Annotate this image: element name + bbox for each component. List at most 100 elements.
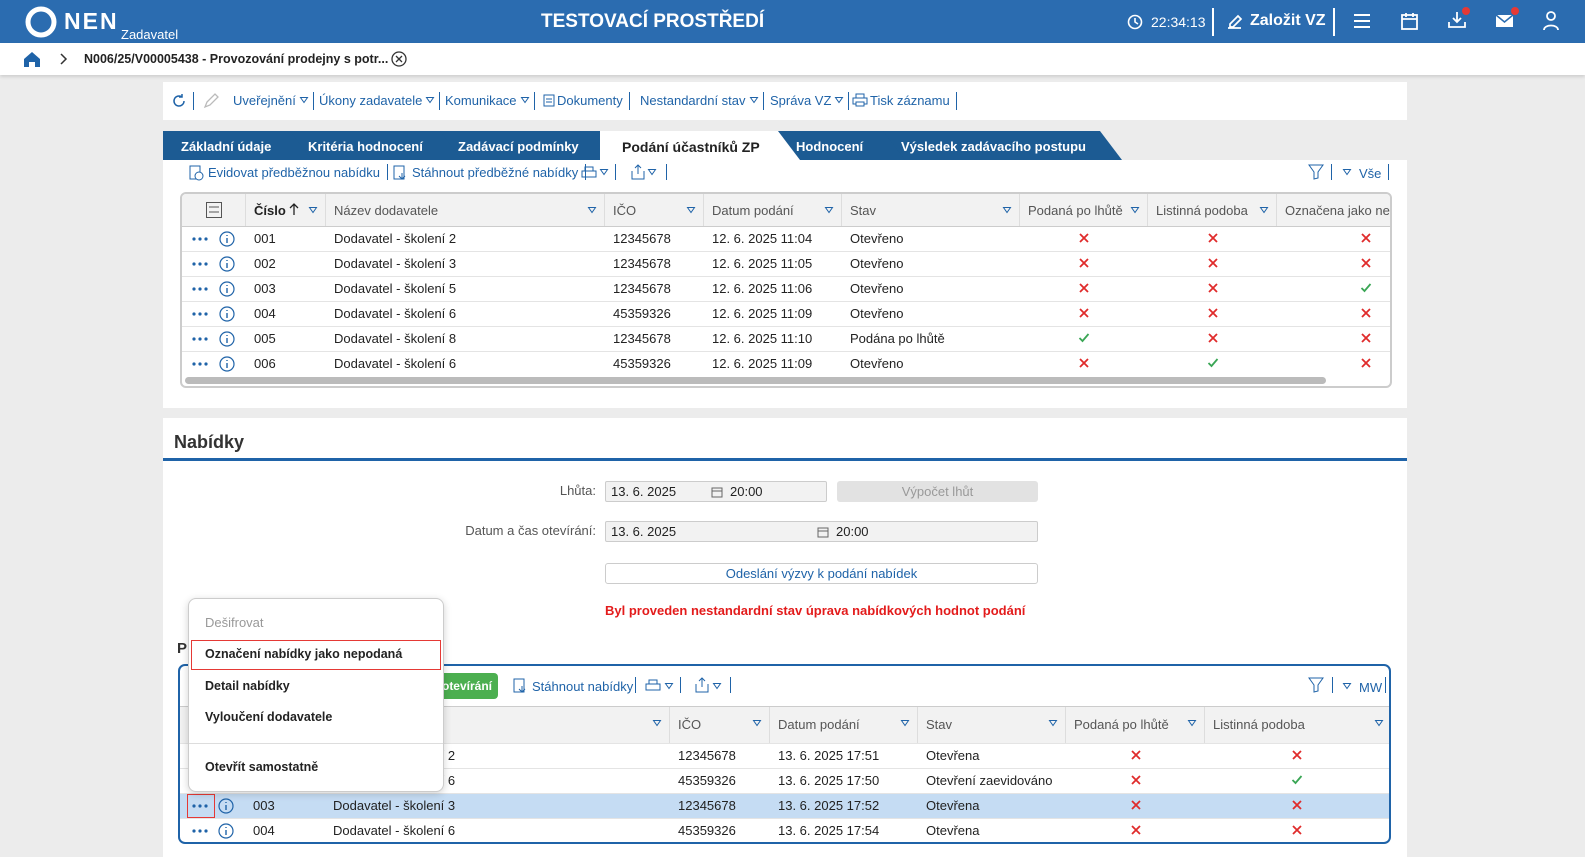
send-button[interactable]: Odeslání výzvy k podání nabídek [605, 563, 1038, 584]
edit-icon[interactable] [1226, 12, 1244, 30]
calc-button[interactable]: Výpočet lhůt [837, 481, 1038, 502]
row-menu-icon[interactable] [192, 804, 210, 808]
toolbar-item[interactable]: Správa VZ [770, 93, 832, 108]
info-icon[interactable] [219, 231, 235, 247]
dropdown-icon[interactable] [652, 720, 662, 727]
column-header[interactable]: Datum podání [778, 717, 860, 732]
info-icon[interactable] [218, 823, 234, 839]
toolbar-item[interactable]: Komunikace [445, 93, 517, 108]
toolbar-item[interactable]: Úkony zadavatele [319, 93, 423, 108]
column-header[interactable]: Číslo [254, 203, 286, 218]
export-icon[interactable] [630, 164, 646, 180]
close-icon[interactable] [391, 51, 408, 68]
dropdown-icon[interactable] [749, 97, 759, 104]
dropdown-icon[interactable] [1374, 720, 1384, 727]
column-header[interactable]: Podaná po lhůtě [1074, 717, 1169, 732]
dropdown-icon[interactable] [1259, 207, 1269, 214]
column-header[interactable]: IČO [678, 717, 702, 732]
column-header[interactable]: Podaná po lhůtě [1028, 203, 1123, 218]
tab[interactable]: Výsledek zadávacího postupu [883, 131, 1122, 160]
dropdown-icon[interactable] [1187, 720, 1197, 727]
row-menu-icon[interactable] [192, 362, 210, 366]
column-header[interactable]: Označena jako nep [1285, 203, 1392, 218]
dropdown-icon[interactable] [299, 97, 309, 104]
dropdown-icon[interactable] [824, 207, 834, 214]
dropdown-icon[interactable] [587, 207, 597, 214]
export-icon[interactable] [694, 677, 710, 693]
tab[interactable]: Kritéria hodnocení [290, 131, 462, 160]
dropdown-icon[interactable] [425, 97, 435, 104]
menu-item[interactable]: Detail nabídky [205, 679, 290, 693]
scrollbar[interactable] [185, 377, 1326, 384]
filter-label[interactable]: MW [1359, 680, 1383, 695]
cell: 001 [254, 231, 276, 246]
dropdown-icon[interactable] [308, 207, 318, 214]
row-menu-icon[interactable] [192, 237, 210, 241]
breadcrumb[interactable]: N006/25/V00005438 - Provozování prodejny… [84, 52, 389, 66]
info-icon[interactable] [218, 798, 234, 814]
dropdown-icon[interactable] [664, 683, 674, 690]
grid-action[interactable]: Evidovat předběžnou nabídku [208, 165, 381, 180]
dropdown-icon[interactable] [900, 720, 910, 727]
column-header[interactable]: Listinná podoba [1156, 203, 1248, 218]
dropdown-icon[interactable] [1342, 169, 1352, 176]
filter-label[interactable]: Vše [1359, 166, 1382, 181]
dropdown-icon[interactable] [599, 169, 609, 176]
tab[interactable]: Hodnocení [778, 131, 905, 160]
deadline-input[interactable]: 13. 6. 2025 20:00 [605, 481, 827, 502]
grid-action[interactable]: Stáhnout nabídky [532, 679, 634, 694]
column-header[interactable]: IČO [613, 203, 637, 218]
dropdown-icon[interactable] [1002, 207, 1012, 214]
calendar-icon[interactable] [1401, 12, 1419, 30]
dropdown-icon[interactable] [1048, 720, 1058, 727]
filter-icon[interactable] [1308, 677, 1324, 693]
column-header[interactable]: Stav [926, 717, 953, 732]
info-icon[interactable] [219, 256, 235, 272]
column-header[interactable]: Stav [850, 203, 877, 218]
tab[interactable]: Podání účastníků ZP [600, 131, 800, 160]
filter-icon[interactable] [1308, 164, 1324, 180]
column-header[interactable]: Listinná podoba [1213, 717, 1305, 732]
toolbar-item[interactable]: Tisk záznamu [870, 93, 950, 108]
print-icon[interactable] [645, 679, 661, 693]
row-menu-icon[interactable] [192, 287, 210, 291]
column-header[interactable]: Název dodavatele [334, 203, 439, 218]
dropdown-icon[interactable] [686, 207, 696, 214]
dropdown-icon[interactable] [752, 720, 762, 727]
download-icon[interactable] [1448, 7, 1472, 31]
info-icon[interactable] [219, 306, 235, 322]
dropdown-icon[interactable] [1342, 683, 1352, 690]
toolbar-item[interactable]: Nestandardní stav [640, 93, 746, 108]
home-icon[interactable] [23, 50, 41, 68]
row-menu-icon[interactable] [192, 312, 210, 316]
create-button[interactable]: Založit VZ [1250, 12, 1326, 29]
info-icon[interactable] [219, 356, 235, 372]
row-menu-icon[interactable] [192, 337, 210, 341]
print-icon[interactable] [581, 166, 597, 180]
row-menu-icon[interactable] [192, 262, 210, 266]
dropdown-icon[interactable] [520, 97, 530, 104]
dropdown-icon[interactable] [834, 97, 844, 104]
dropdown-icon[interactable] [1130, 207, 1140, 214]
column-header[interactable]: Datum podání [712, 203, 794, 218]
tab[interactable]: Základní údaje [163, 131, 312, 160]
dropdown-icon[interactable] [712, 683, 722, 690]
settings-icon[interactable] [206, 202, 222, 218]
menu-icon[interactable] [1354, 13, 1372, 29]
info-icon[interactable] [219, 331, 235, 347]
row-menu-icon[interactable] [192, 829, 210, 833]
mail-icon[interactable] [1495, 7, 1523, 31]
download-icon [393, 165, 406, 180]
opening-input[interactable]: 13. 6. 2025 20:00 [605, 521, 1038, 542]
refresh-icon[interactable] [171, 93, 187, 109]
info-icon[interactable] [219, 281, 235, 297]
toolbar-item[interactable]: Dokumenty [557, 93, 623, 108]
menu-item[interactable]: Otevřít samostatně [205, 760, 319, 774]
menu-item[interactable]: Vyloučení dodavatele [205, 710, 333, 724]
user-icon[interactable] [1543, 11, 1561, 31]
dropdown-icon[interactable] [647, 169, 657, 176]
grid-action[interactable]: Stáhnout předběžné nabídky [412, 165, 579, 180]
menu-item[interactable]: Označení nabídky jako nepodaná [205, 647, 403, 661]
tab[interactable]: Zadávací podmínky [440, 131, 622, 160]
toolbar-item[interactable]: Uveřejnění [233, 93, 296, 108]
